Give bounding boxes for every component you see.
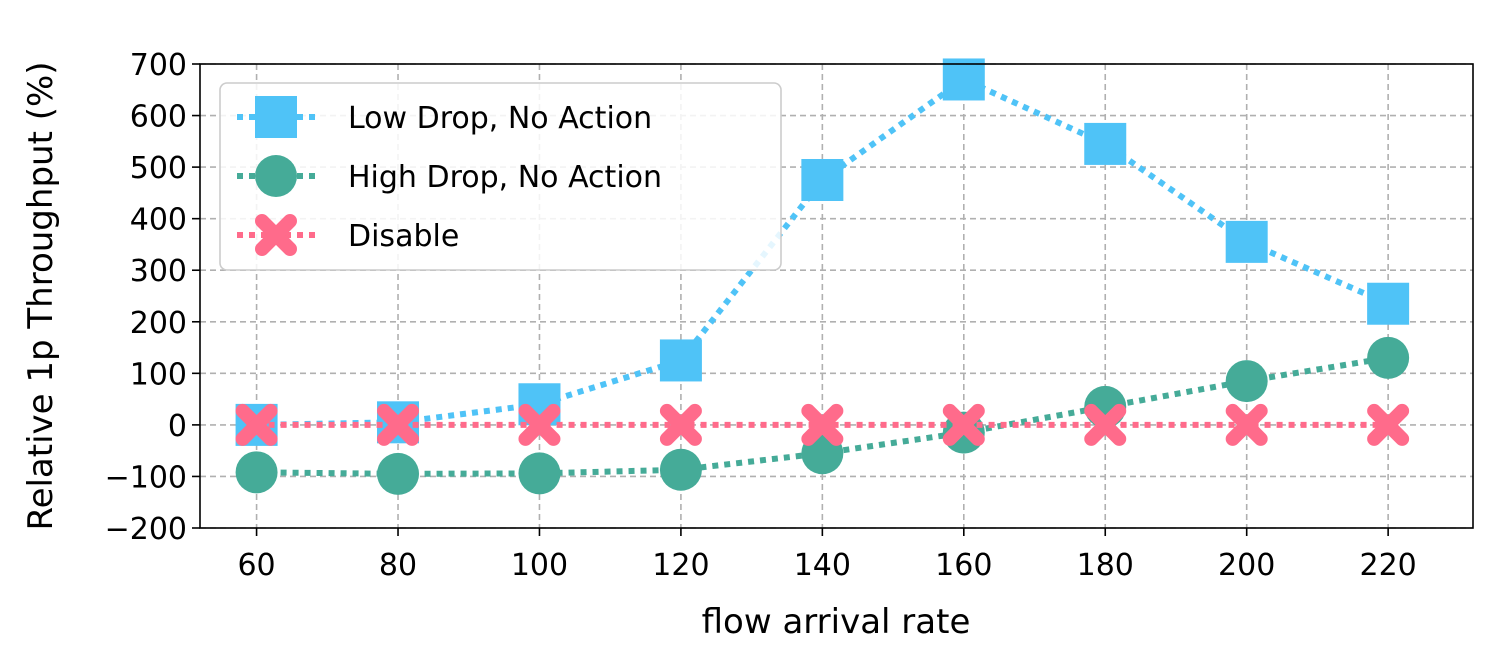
y-axis-label: Relative 1p Throughput (%): [21, 61, 61, 530]
x-tick-label: 140: [794, 548, 851, 583]
data-point: [1225, 220, 1268, 263]
y-tick-label: 300: [130, 254, 187, 289]
x-axis-label: flow arrival rate: [702, 602, 971, 642]
data-point: [1367, 403, 1410, 446]
x-tick-label: 220: [1360, 548, 1417, 583]
y-tick-label: 0: [168, 409, 187, 444]
data-point: [235, 451, 278, 494]
legend: Low Drop, No Action High Drop, No Action D…: [219, 82, 782, 271]
plot-frame: [199, 63, 1474, 529]
data-point: [1084, 403, 1127, 446]
legend-item: Low Drop, No Action: [237, 96, 652, 138]
y-tick-label: 100: [130, 357, 187, 392]
data-point: [377, 452, 420, 495]
legend-item: High Drop, No Action: [237, 155, 662, 197]
legend-item: Disable: [237, 214, 459, 256]
legend-marker: [255, 96, 297, 138]
y-tick-label: 700: [130, 48, 187, 83]
x-tick-label: 120: [652, 548, 709, 583]
y-tick-label: 600: [130, 100, 187, 135]
data-point: [235, 403, 278, 446]
data-point: [659, 403, 702, 446]
x-tick-label: 100: [511, 548, 568, 583]
data-point: [942, 403, 985, 446]
legend-marker: [255, 155, 297, 197]
y-tick-label: −200: [105, 512, 187, 547]
data-point: [1225, 360, 1268, 403]
data-point: [1084, 122, 1127, 165]
data-point: [377, 403, 420, 446]
data-point: [801, 159, 844, 201]
data-point: [659, 448, 702, 491]
x-tick-label: 180: [1077, 548, 1134, 583]
legend-marker: [255, 214, 297, 256]
legend-label: Low Drop, No Action: [348, 101, 652, 136]
series-3: [235, 403, 1410, 446]
data-point: [1367, 282, 1410, 325]
y-tick-label: 200: [130, 306, 187, 341]
y-tick-label: 400: [130, 203, 187, 238]
x-tick-label: 80: [379, 548, 417, 583]
data-point: [1225, 403, 1268, 446]
x-tick-label: 160: [935, 548, 992, 583]
y-tick-label: 500: [130, 151, 187, 186]
legend-box: [219, 82, 782, 271]
legend-label: Disable: [348, 219, 459, 254]
axis-ticks: −200 −100 0 100 200 300 400 500 600 700 60 80 100 120…: [105, 48, 1417, 583]
data-point: [801, 403, 844, 446]
x-tick-label: 60: [237, 548, 275, 583]
data-point: [518, 452, 561, 495]
legend-label: High Drop, No Action: [348, 160, 662, 195]
data-point: [942, 58, 985, 101]
plot-series: [235, 58, 1410, 495]
data-point: [518, 403, 561, 446]
x-tick-label: 200: [1218, 548, 1275, 583]
data-point: [659, 339, 702, 382]
data-point: [1367, 336, 1410, 379]
y-tick-label: −100: [105, 460, 187, 495]
